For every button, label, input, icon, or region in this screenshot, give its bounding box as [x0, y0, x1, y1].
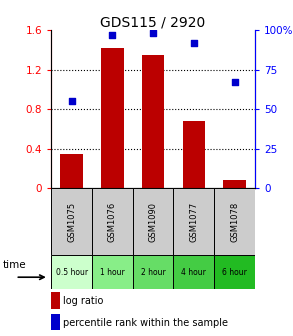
Text: 2 hour: 2 hour: [141, 268, 166, 277]
Bar: [51, 314, 60, 331]
Text: percentile rank within the sample: percentile rank within the sample: [64, 318, 229, 328]
Bar: [92, 255, 133, 289]
Bar: [214, 188, 255, 255]
Bar: [60, 154, 83, 188]
Bar: [223, 180, 246, 188]
Text: 4 hour: 4 hour: [181, 268, 206, 277]
Point: [69, 99, 74, 104]
Bar: [173, 188, 214, 255]
Title: GDS115 / 2920: GDS115 / 2920: [100, 15, 206, 29]
Bar: [101, 48, 124, 188]
Point: [232, 80, 237, 85]
Bar: [133, 188, 173, 255]
Bar: [92, 188, 133, 255]
Bar: [183, 121, 205, 188]
Text: GSM1075: GSM1075: [67, 202, 76, 242]
Text: GSM1076: GSM1076: [108, 202, 117, 242]
Bar: [51, 255, 92, 289]
Point: [110, 32, 115, 38]
Point: [192, 40, 196, 46]
Text: 0.5 hour: 0.5 hour: [56, 268, 88, 277]
Bar: [51, 188, 92, 255]
Text: 6 hour: 6 hour: [222, 268, 247, 277]
Text: GSM1077: GSM1077: [189, 202, 198, 242]
Bar: [214, 255, 255, 289]
Text: GSM1078: GSM1078: [230, 202, 239, 242]
Text: time: time: [3, 260, 26, 270]
Bar: [142, 55, 164, 188]
Text: log ratio: log ratio: [64, 296, 104, 306]
Text: GSM1090: GSM1090: [149, 202, 158, 242]
Point: [151, 31, 155, 36]
Bar: [173, 255, 214, 289]
Bar: [51, 292, 60, 308]
Bar: [133, 255, 173, 289]
Text: 1 hour: 1 hour: [100, 268, 125, 277]
